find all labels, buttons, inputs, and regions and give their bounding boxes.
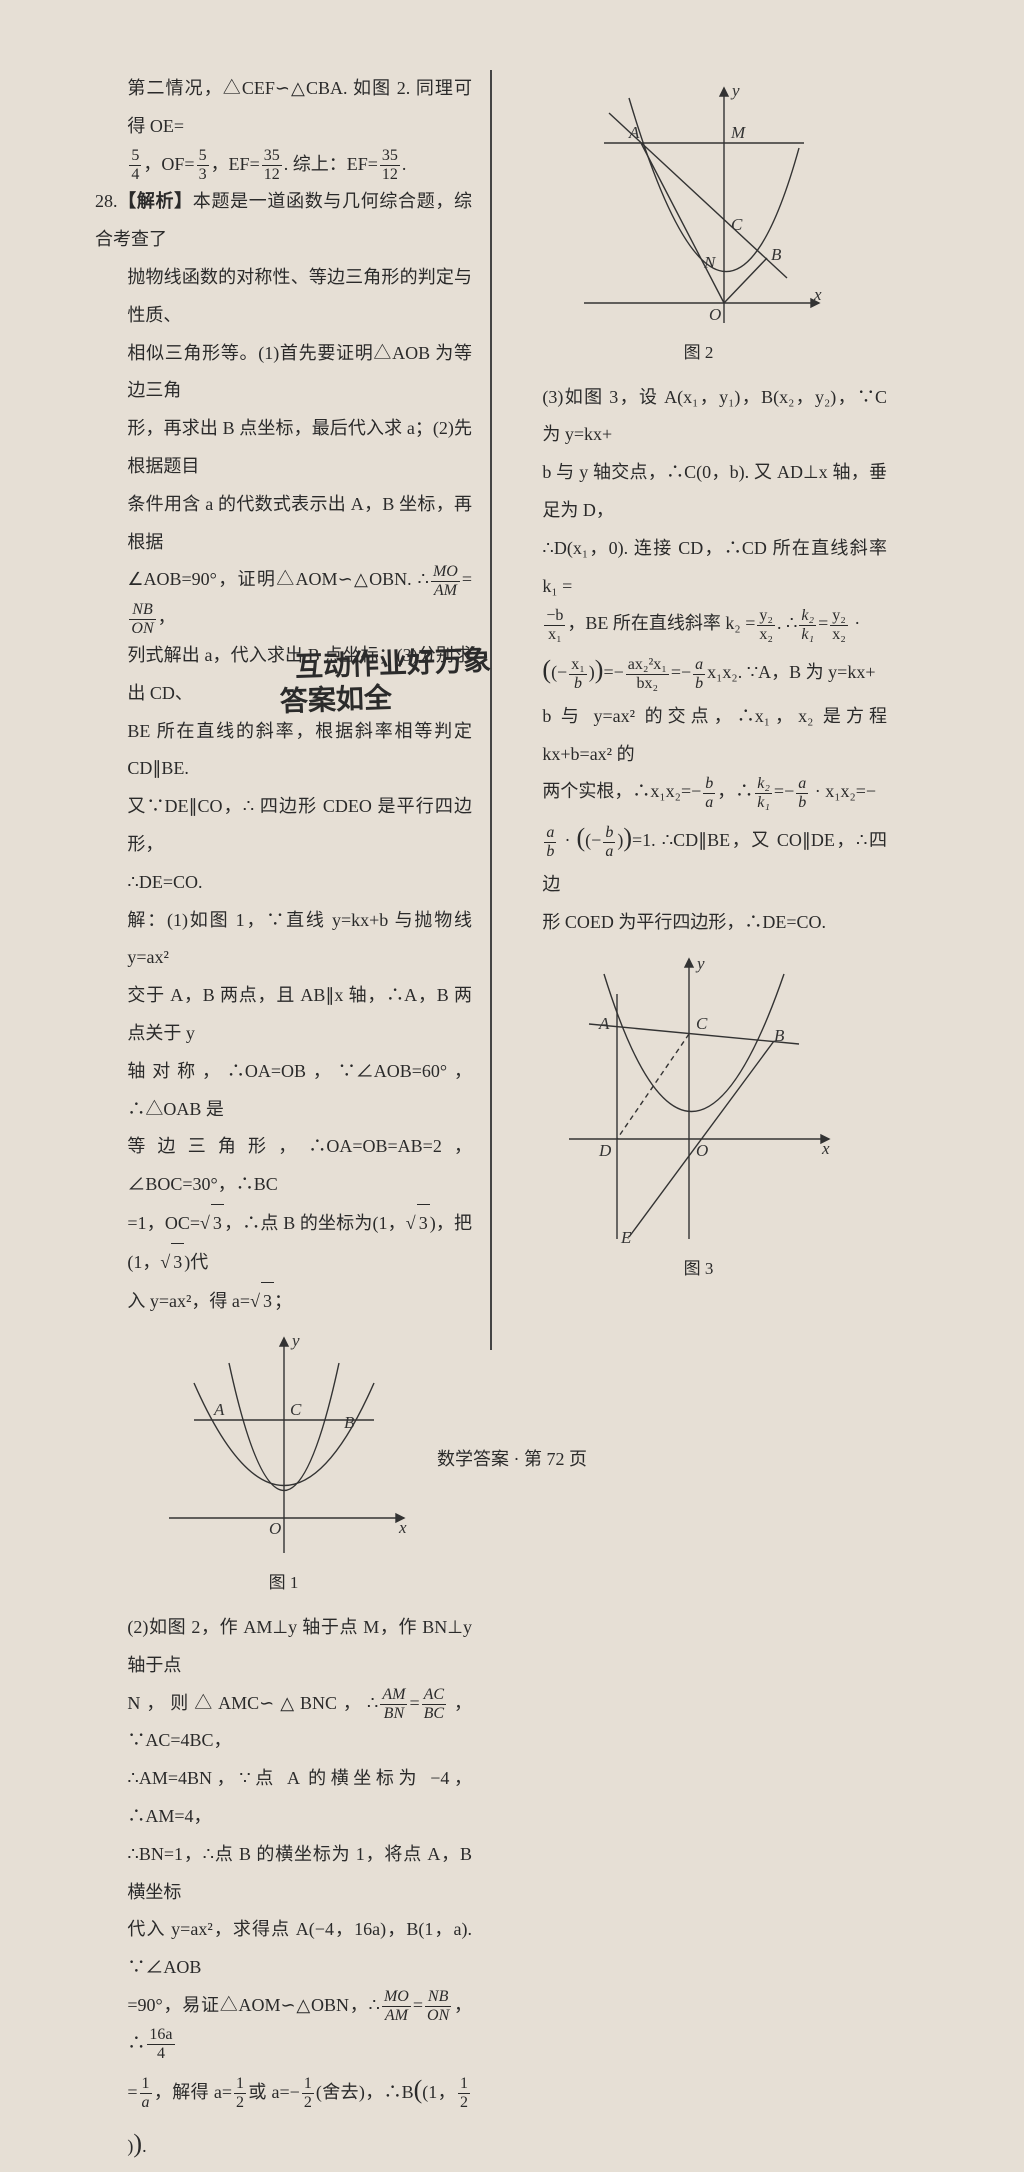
ana2-2: 又∵DE∥CO，∴ 四边形 CDEO 是平行四边形， — [95, 788, 472, 864]
fig1-caption: 图 1 — [95, 1565, 472, 1601]
svg-text:y: y — [290, 1331, 300, 1350]
p2-intro: (2)如图 2，作 AM⊥y 轴于点 M，作 BN⊥y 轴于点 — [95, 1609, 472, 1685]
p2-frac2: =90°，易证△AOM∽△OBN，∴MOAM=NBON，∴16a4 — [95, 1987, 472, 2063]
right-column: A M C N B O x y 图 2 (3)如图 3，设 A(x₁，y₁)，B… — [492, 70, 887, 1350]
svg-text:x: x — [813, 285, 822, 304]
svg-text:D: D — [598, 1141, 612, 1160]
p3-ff3: 两个实根，∴x₁x₂=−ba，∴k₂k₁=−ab · x₁x₂=− — [510, 773, 887, 811]
handwriting-2: 答案如全 — [279, 681, 392, 721]
sol-l2: 等边三角形，∴OA=OB=AB=2，∠BOC=30°，∴BC — [95, 1128, 472, 1204]
svg-text:y: y — [730, 81, 740, 100]
p3-intro: (3)如图 3，设 A(x₁，y₁)，B(x₂，y₂)，∵C 为 y=kx+ — [510, 379, 887, 455]
sol-l0: 交于 A，B 两点，且 AB∥x 轴，∴A，B 两点关于 y — [95, 977, 472, 1053]
svg-text:A: A — [213, 1400, 225, 1419]
svg-text:C: C — [290, 1400, 302, 1419]
p3-ff2: ((−x₁b))=−ax₂²x₁bx₂=−abx₁x₂. ∵A，B 为 y=kx… — [510, 643, 887, 698]
svg-text:B: B — [771, 245, 782, 264]
p3-end: 形 COED 为平行四边形，∴DE=CO. — [510, 904, 887, 942]
svg-text:x: x — [398, 1518, 407, 1537]
svg-text:B: B — [344, 1413, 355, 1432]
handwriting-1: 互动作业好万象 — [294, 644, 491, 687]
ana2-1: BE 所在直线的斜率，根据斜率相等判定 CD∥BE. — [95, 713, 472, 789]
ana2-3: ∴DE=CO. — [95, 864, 472, 902]
sol-l1: 轴对称，∴OA=OB，∵∠AOB=60°，∴△OAB 是 — [95, 1053, 472, 1129]
prev-line: 第二情况，△CEF∽△CBA. 如图 2. 同理可得 OE= — [95, 70, 472, 146]
p3-l0: b 与 y 轴交点，∴C(0，b). 又 AD⊥x 轴，垂足为 D， — [510, 454, 887, 530]
svg-text:C: C — [696, 1014, 708, 1033]
p2-l1: ∴BN=1，∴点 B 的横坐标为 1，将点 A，B 横坐标 — [95, 1836, 472, 1912]
svg-text:M: M — [730, 123, 746, 142]
sol-final: 入 y=ax²，得 a=√3； — [95, 1282, 472, 1321]
page-footer: 数学答案 · 第 72 页 — [0, 1441, 1024, 1479]
p3-l1: ∴D(x₁，0). 连接 CD，∴CD 所在直线斜率 k₁ = — [510, 530, 887, 606]
p2-frac1: N，则△AMC∽△BNC，∴AMBN=ACBC，∵AC=4BC， — [95, 1685, 472, 1761]
figure-3: A C B D O E x y 图 3 — [510, 949, 887, 1287]
figure-2: A M C N B O x y 图 2 — [510, 78, 887, 371]
svg-text:O: O — [696, 1141, 708, 1160]
svg-text:x: x — [821, 1139, 830, 1158]
p2-l0: ∴AM=4BN，∵点 A 的横坐标为 −4，∴AM=4， — [95, 1760, 472, 1836]
p3-ff4: ab · ((−ba))=1. ∴CD∥BE，又 CO∥DE，∴四边 — [510, 811, 887, 903]
svg-text:O: O — [709, 305, 721, 324]
p2-l2: 代入 y=ax²，求得点 A(−4，16a)，B(1，a). ∵∠AOB — [95, 1911, 472, 1987]
q28-head: 28.【解析】本题是一道函数与几何综合题，综合考查了 — [95, 183, 472, 259]
fig3-caption: 图 3 — [510, 1251, 887, 1287]
ana-l4: 条件用含 a 的代数式表示出 A，B 坐标，再根据 — [95, 486, 472, 562]
sol-sqrt: =1，OC=√3，∴点 B 的坐标为(1，√3)，把(1，√3)代 — [95, 1204, 472, 1282]
svg-text:y: y — [695, 954, 705, 973]
svg-text:O: O — [269, 1519, 281, 1538]
svg-text:C: C — [731, 215, 743, 234]
p3-l2: b 与 y=ax² 的交点，∴x₁，x₂ 是方程 kx+b=ax² 的 — [510, 698, 887, 774]
svg-text:E: E — [620, 1228, 632, 1247]
svg-text:A: A — [628, 123, 640, 142]
prev-frac-line: 54，OF=53，EF=3512. 综上：EF=3512. — [95, 146, 472, 184]
fig2-caption: 图 2 — [510, 335, 887, 371]
sol-start: 解：(1)如图 1，∵直线 y=kx+b 与抛物线 y=ax² — [95, 902, 472, 978]
svg-text:A: A — [598, 1014, 610, 1033]
ana-l3: 形，再求出 B 点坐标，最后代入求 a；(2)先根据题目 — [95, 410, 472, 486]
p3-ff1: −bx₁，BE 所在直线斜率 k₂ =y₂x₂. ∴k₂k₁=y₂x₂ · — [510, 605, 887, 643]
ana-frac: ∠AOB=90°，证明△AOM∽△OBN. ∴MOAM=NBON， — [95, 561, 472, 637]
p2-last: =1a，解得 a=12或 a=−12(舍去)，∴B((1，12)). — [95, 2063, 472, 2172]
ana-l2: 相似三角形等。(1)首先要证明△AOB 为等边三角 — [95, 335, 472, 411]
ana-l1: 抛物线函数的对称性、等边三角形的判定与性质、 — [95, 259, 472, 335]
svg-text:B: B — [774, 1026, 785, 1045]
svg-text:N: N — [703, 253, 717, 272]
